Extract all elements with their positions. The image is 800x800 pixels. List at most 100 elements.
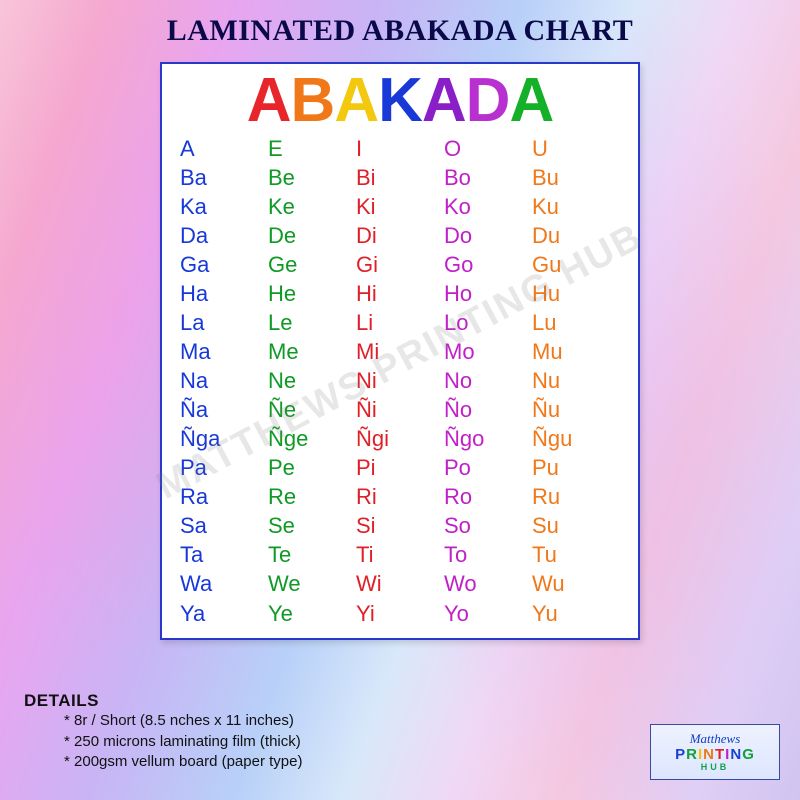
table-cell: Ñgo — [444, 424, 532, 453]
table-cell: Ho — [444, 279, 532, 308]
table-cell: To — [444, 540, 532, 569]
table-cell: Yu — [532, 599, 620, 628]
syllable-table: AEIOUBaBeBiBoBuKaKeKiKoKuDaDeDiDoDuGaGeG… — [180, 134, 620, 628]
table-cell: Mo — [444, 337, 532, 366]
logo-script-text: Matthews — [690, 732, 741, 745]
table-cell: La — [180, 308, 268, 337]
logo-letter: G — [742, 747, 755, 762]
title-letter: A — [509, 70, 553, 132]
table-cell: Do — [444, 221, 532, 250]
abakada-chart: ABAKADA AEIOUBaBeBiBoBuKaKeKiKoKuDaDeDiD… — [160, 62, 640, 640]
table-cell: Pi — [356, 453, 444, 482]
table-cell: So — [444, 511, 532, 540]
logo-sub-text: HUB — [701, 762, 730, 772]
table-cell: Si — [356, 511, 444, 540]
table-cell: Ki — [356, 192, 444, 221]
table-cell: Wu — [532, 569, 620, 598]
table-cell: Li — [356, 308, 444, 337]
table-cell: Ni — [356, 366, 444, 395]
table-cell: Ñu — [532, 395, 620, 424]
table-cell: Bu — [532, 163, 620, 192]
table-cell: Da — [180, 221, 268, 250]
logo-letter: N — [730, 747, 742, 762]
table-cell: Ri — [356, 482, 444, 511]
table-cell: Yo — [444, 599, 532, 628]
table-cell: Gi — [356, 250, 444, 279]
table-cell: Ñi — [356, 395, 444, 424]
title-letter: A — [334, 70, 378, 132]
table-cell: Ña — [180, 395, 268, 424]
table-cell: Ñgi — [356, 424, 444, 453]
table-cell: We — [268, 569, 356, 598]
title-letter: K — [378, 70, 422, 132]
table-cell: Pe — [268, 453, 356, 482]
page-title: LAMINATED ABAKADA CHART — [0, 0, 800, 48]
details-section: DETAILS * 8r / Short (8.5 nches x 11 inc… — [24, 691, 302, 772]
table-cell: E — [268, 134, 356, 163]
table-row: ÑgaÑgeÑgiÑgoÑgu — [180, 424, 620, 453]
brand-logo: Matthews PRINTING HUB — [650, 724, 780, 780]
table-cell: Wo — [444, 569, 532, 598]
table-cell: Me — [268, 337, 356, 366]
table-cell: Ye — [268, 599, 356, 628]
table-cell: Ñgu — [532, 424, 620, 453]
table-cell: Le — [268, 308, 356, 337]
table-cell: Ga — [180, 250, 268, 279]
table-cell: Ke — [268, 192, 356, 221]
table-cell: Su — [532, 511, 620, 540]
details-heading: DETAILS — [24, 691, 302, 711]
title-letter: D — [466, 70, 510, 132]
table-cell: Ru — [532, 482, 620, 511]
table-cell: I — [356, 134, 444, 163]
table-cell: Ha — [180, 279, 268, 308]
table-cell: Ba — [180, 163, 268, 192]
table-cell: Sa — [180, 511, 268, 540]
table-cell: Re — [268, 482, 356, 511]
table-cell: U — [532, 134, 620, 163]
table-cell: Na — [180, 366, 268, 395]
table-row: LaLeLiLoLu — [180, 308, 620, 337]
table-cell: Gu — [532, 250, 620, 279]
table-row: HaHeHiHoHu — [180, 279, 620, 308]
table-cell: Lo — [444, 308, 532, 337]
table-cell: No — [444, 366, 532, 395]
table-row: SaSeSiSoSu — [180, 511, 620, 540]
title-letter: A — [247, 70, 291, 132]
table-cell: Ku — [532, 192, 620, 221]
table-cell: De — [268, 221, 356, 250]
logo-letter: P — [675, 747, 686, 762]
table-cell: Ti — [356, 540, 444, 569]
table-row: AEIOU — [180, 134, 620, 163]
table-cell: He — [268, 279, 356, 308]
table-row: WaWeWiWoWu — [180, 569, 620, 598]
details-line: * 8r / Short (8.5 nches x 11 inches) — [24, 711, 302, 731]
table-cell: A — [180, 134, 268, 163]
table-cell: Pu — [532, 453, 620, 482]
table-cell: Nu — [532, 366, 620, 395]
logo-letter: N — [703, 747, 715, 762]
table-row: DaDeDiDoDu — [180, 221, 620, 250]
table-row: KaKeKiKoKu — [180, 192, 620, 221]
table-cell: Wi — [356, 569, 444, 598]
table-cell: Mu — [532, 337, 620, 366]
table-cell: Se — [268, 511, 356, 540]
table-cell: Ne — [268, 366, 356, 395]
table-cell: Du — [532, 221, 620, 250]
table-row: RaReRiRoRu — [180, 482, 620, 511]
table-cell: Bo — [444, 163, 532, 192]
table-row: BaBeBiBoBu — [180, 163, 620, 192]
table-cell: Ta — [180, 540, 268, 569]
details-line: * 250 microns laminating film (thick) — [24, 732, 302, 752]
table-cell: Ge — [268, 250, 356, 279]
table-cell: Be — [268, 163, 356, 192]
table-cell: Ko — [444, 192, 532, 221]
table-cell: Di — [356, 221, 444, 250]
table-cell: Pa — [180, 453, 268, 482]
table-cell: Ya — [180, 599, 268, 628]
table-cell: Ro — [444, 482, 532, 511]
table-cell: Po — [444, 453, 532, 482]
table-cell: Bi — [356, 163, 444, 192]
table-cell: Te — [268, 540, 356, 569]
title-letter: A — [422, 70, 466, 132]
table-cell: Ñga — [180, 424, 268, 453]
